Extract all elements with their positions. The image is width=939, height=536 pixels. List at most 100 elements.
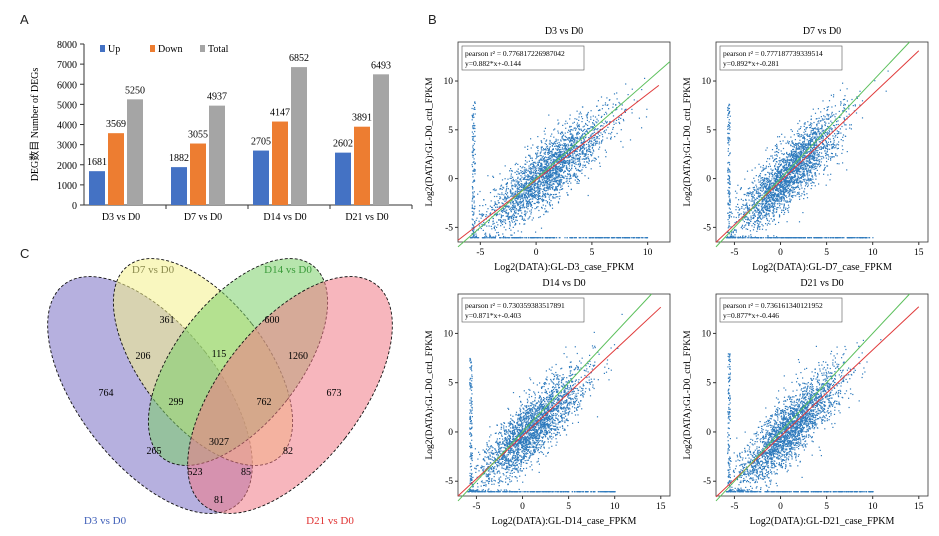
- point: [538, 173, 540, 175]
- point: [634, 237, 636, 239]
- point: [554, 177, 556, 179]
- point: [571, 136, 573, 138]
- point: [778, 170, 780, 172]
- point: [553, 142, 555, 144]
- point: [499, 237, 501, 239]
- point: [554, 145, 556, 147]
- point: [772, 203, 774, 205]
- point: [559, 170, 561, 172]
- point: [523, 218, 525, 220]
- point: [757, 220, 760, 222]
- point: [791, 171, 793, 173]
- point: [783, 191, 785, 193]
- point: [584, 175, 586, 177]
- point: [798, 173, 800, 175]
- point: [528, 183, 530, 185]
- point: [512, 178, 514, 180]
- point: [506, 185, 508, 187]
- point: [523, 189, 525, 191]
- point: [532, 180, 534, 182]
- point: [830, 127, 832, 129]
- point: [614, 136, 616, 138]
- point: [586, 114, 588, 116]
- point: [786, 182, 788, 184]
- point: [471, 207, 473, 209]
- point: [814, 131, 816, 133]
- point: [515, 162, 517, 164]
- point: [559, 182, 561, 184]
- point: [583, 129, 585, 131]
- point: [558, 144, 560, 147]
- point: [819, 141, 822, 143]
- point: [790, 167, 792, 170]
- point: [477, 229, 479, 231]
- point: [801, 166, 803, 169]
- point: [791, 196, 793, 198]
- point: [505, 206, 507, 208]
- point: [799, 120, 801, 122]
- point: [562, 124, 564, 126]
- point: [821, 135, 823, 137]
- point: [815, 118, 817, 120]
- point: [816, 158, 818, 160]
- point: [520, 202, 522, 204]
- point: [588, 162, 590, 165]
- point: [740, 187, 742, 189]
- point: [554, 197, 556, 199]
- point: [521, 183, 523, 185]
- point: [560, 151, 562, 153]
- point: [748, 224, 750, 226]
- point: [820, 146, 822, 148]
- point: [551, 156, 553, 159]
- point: [792, 148, 794, 151]
- point: [519, 205, 521, 208]
- point: [557, 177, 559, 179]
- point: [514, 216, 516, 218]
- point: [816, 125, 818, 127]
- point: [552, 164, 554, 166]
- point: [501, 223, 504, 226]
- point: [501, 209, 503, 211]
- point: [765, 149, 767, 151]
- point: [534, 188, 536, 190]
- point: [539, 159, 541, 161]
- point: [826, 150, 828, 152]
- point: [732, 235, 734, 237]
- point: [526, 188, 528, 190]
- point: [501, 192, 503, 194]
- point: [576, 122, 579, 124]
- point: [540, 176, 542, 178]
- point: [501, 202, 503, 204]
- point: [771, 178, 773, 180]
- point: [768, 181, 770, 183]
- bar-up: [335, 152, 351, 205]
- point: [550, 194, 553, 196]
- point: [564, 170, 566, 172]
- point: [792, 187, 794, 189]
- point: [770, 184, 772, 186]
- point: [525, 178, 527, 180]
- point: [561, 160, 563, 162]
- point: [535, 158, 537, 160]
- point: [485, 234, 487, 236]
- point: [555, 187, 558, 189]
- point: [787, 211, 790, 213]
- point: [538, 202, 540, 204]
- point: [800, 177, 802, 179]
- point: [795, 195, 797, 197]
- point: [785, 201, 787, 203]
- point: [508, 221, 511, 223]
- point: [473, 200, 475, 202]
- point: [529, 156, 531, 158]
- point: [746, 222, 748, 224]
- point: [759, 226, 761, 228]
- point: [549, 141, 551, 143]
- point: [794, 176, 797, 178]
- point: [561, 136, 563, 138]
- point: [797, 152, 799, 154]
- point: [531, 188, 534, 190]
- point: [752, 193, 754, 195]
- point: [563, 160, 565, 162]
- point: [764, 207, 766, 210]
- point: [835, 113, 837, 115]
